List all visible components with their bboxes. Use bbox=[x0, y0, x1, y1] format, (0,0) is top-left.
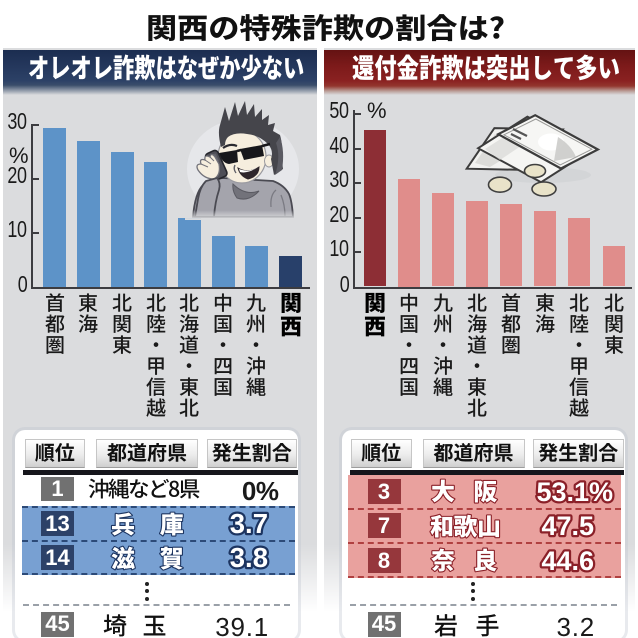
svg-text:44.6: 44.6 bbox=[541, 546, 594, 576]
svg-text:47.5: 47.5 bbox=[541, 511, 594, 541]
svg-text:3.8: 3.8 bbox=[230, 542, 268, 573]
svg-text:53.1%: 53.1% bbox=[536, 477, 613, 507]
svg-text:3.7: 3.7 bbox=[230, 508, 268, 539]
